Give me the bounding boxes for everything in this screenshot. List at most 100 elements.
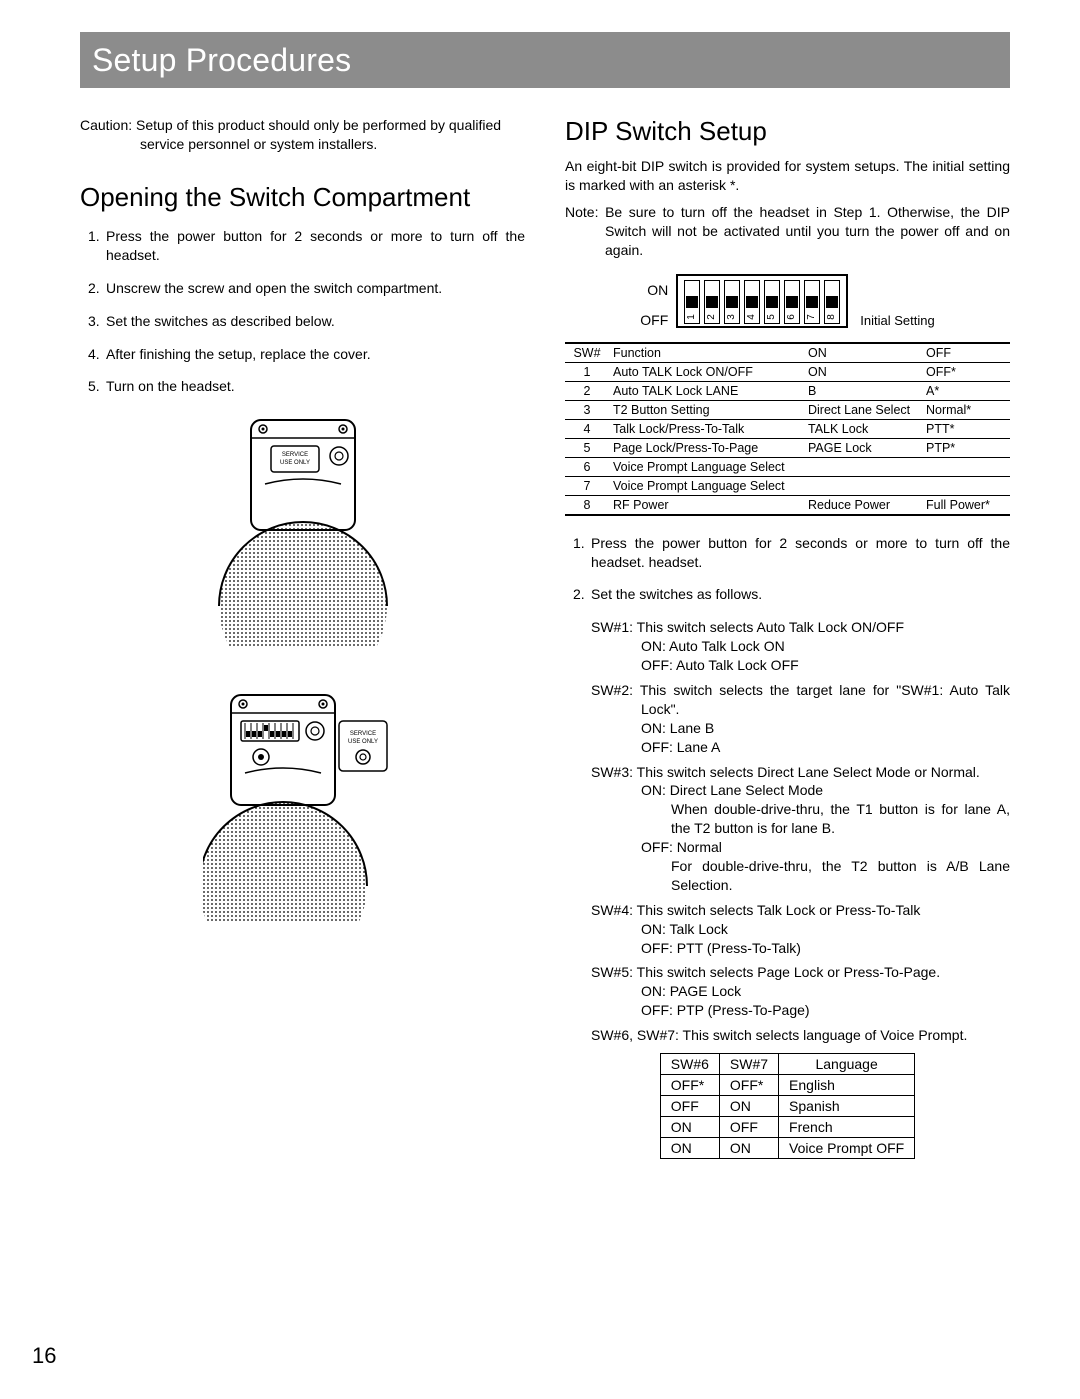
table-cell	[922, 457, 1010, 476]
step-item: After finishing the setup, replace the c…	[80, 345, 525, 364]
table-cell: RF Power	[609, 495, 804, 515]
table-cell: PTT*	[922, 419, 1010, 438]
dip-slot-1: 1	[684, 280, 700, 324]
table-row: 2Auto TALK Lock LANEBA*	[565, 381, 1010, 400]
table-header: Language	[779, 1054, 915, 1075]
svg-text:SERVICE: SERVICE	[349, 731, 375, 737]
figure-closed-compartment: SERVICE USE ONLY	[80, 416, 525, 651]
sw4-on: ON: Talk Lock	[641, 920, 1010, 939]
table-header: OFF	[922, 343, 1010, 363]
right-column: DIP Switch Setup An eight-bit DIP switch…	[565, 116, 1010, 1159]
dip-off-label: OFF	[640, 312, 668, 328]
table-cell: Voice Prompt Language Select	[609, 457, 804, 476]
sw67-head: SW#6, SW#7: This switch selects language…	[591, 1026, 1010, 1045]
table-cell: 6	[565, 457, 609, 476]
sw5-def: SW#5: This switch selects Page Lock or P…	[591, 963, 1010, 1020]
dip-slot-3: 3	[724, 280, 740, 324]
table-cell: TALK Lock	[804, 419, 922, 438]
table-cell	[922, 476, 1010, 495]
two-column-layout: Caution: Setup of this product should on…	[80, 116, 1010, 1159]
sw3-def: SW#3: This switch selects Direct Lane Se…	[591, 763, 1010, 895]
sw5-off: OFF: PTP (Press-To-Page)	[641, 1001, 1010, 1020]
table-cell: PAGE Lock	[804, 438, 922, 457]
table-cell: Talk Lock/Press-To-Talk	[609, 419, 804, 438]
table-cell: ON	[719, 1096, 778, 1117]
table-cell: English	[779, 1075, 915, 1096]
table-cell: ON	[804, 362, 922, 381]
svg-text:USE ONLY: USE ONLY	[280, 460, 310, 466]
table-cell: OFF	[660, 1096, 719, 1117]
left-column: Caution: Setup of this product should on…	[80, 116, 525, 1159]
table-row: 4Talk Lock/Press-To-TalkTALK LockPTT*	[565, 419, 1010, 438]
table-cell: Reduce Power	[804, 495, 922, 515]
sw2-def: SW#2: This switch selects the target lan…	[591, 681, 1010, 757]
note-block: Note: Be sure to turn off the headset in…	[565, 203, 1010, 260]
table-cell: 1	[565, 362, 609, 381]
svg-text:USE ONLY: USE ONLY	[348, 739, 378, 745]
dip-on-label: ON	[647, 282, 668, 298]
table-header: ON	[804, 343, 922, 363]
table-cell: Spanish	[779, 1096, 915, 1117]
dip-slot-7: 7	[804, 280, 820, 324]
table-cell: OFF*	[922, 362, 1010, 381]
page-number: 16	[32, 1343, 56, 1369]
note-label: Note:	[565, 204, 598, 220]
table-cell: A*	[922, 381, 1010, 400]
table-cell: Voice Prompt OFF	[779, 1138, 915, 1159]
heading-dip-switch: DIP Switch Setup	[565, 116, 1010, 147]
language-table: SW#6SW#7Language OFF*OFF*EnglishOFFONSpa…	[660, 1053, 915, 1159]
dip-intro: An eight-bit DIP switch is provided for …	[565, 157, 1010, 195]
table-cell: Auto TALK Lock LANE	[609, 381, 804, 400]
sw1-head: SW#1: This switch selects Auto Talk Lock…	[591, 618, 1010, 637]
table-row: ONONVoice Prompt OFF	[660, 1138, 914, 1159]
sw3-off-desc: For double-drive-thru, the T2 button is …	[671, 857, 1010, 895]
dip-slot-5: 5	[764, 280, 780, 324]
page-title: Setup Procedures	[92, 42, 351, 79]
table-cell: 4	[565, 419, 609, 438]
dip-slot-2: 2	[704, 280, 720, 324]
step-item: Turn on the headset.	[80, 377, 525, 396]
table-cell: Full Power*	[922, 495, 1010, 515]
dip-slot-8: 8	[824, 280, 840, 324]
step-item: Unscrew the screw and open the switch co…	[80, 279, 525, 298]
table-cell: ON	[719, 1138, 778, 1159]
sw2-off: OFF: Lane A	[641, 738, 1010, 757]
table-row: 6Voice Prompt Language Select	[565, 457, 1010, 476]
step-item: Press the power button for 2 seconds or …	[80, 227, 525, 265]
sw3-on-desc: When double-drive-thru, the T1 button is…	[671, 800, 1010, 838]
table-cell: ON	[660, 1138, 719, 1159]
dip-caption: Initial Setting	[860, 313, 934, 328]
sw1-off: OFF: Auto Talk Lock OFF	[641, 656, 1010, 675]
table-cell: 3	[565, 400, 609, 419]
opening-steps-list: Press the power button for 2 seconds or …	[80, 227, 525, 396]
step-item: Press the power button for 2 seconds or …	[565, 534, 1010, 572]
table-cell: Page Lock/Press-To-Page	[609, 438, 804, 457]
step-item: Set the switches as follows.	[565, 585, 1010, 604]
dip-on-off-labels: ON OFF	[640, 282, 668, 328]
sw67-def: SW#6, SW#7: This switch selects language…	[591, 1026, 1010, 1045]
sw5-on: ON: PAGE Lock	[641, 982, 1010, 1001]
table-header: SW#6	[660, 1054, 719, 1075]
table-cell: Auto TALK Lock ON/OFF	[609, 362, 804, 381]
table-cell: 2	[565, 381, 609, 400]
table-header: SW#7	[719, 1054, 778, 1075]
table-cell: T2 Button Setting	[609, 400, 804, 419]
table-cell: PTP*	[922, 438, 1010, 457]
table-cell: 7	[565, 476, 609, 495]
title-bar: Setup Procedures	[80, 32, 1010, 88]
note-text: Be sure to turn off the headset in Step …	[605, 204, 1010, 258]
table-row: 5Page Lock/Press-To-PagePAGE LockPTP*	[565, 438, 1010, 457]
table-cell: Normal*	[922, 400, 1010, 419]
table-cell: B	[804, 381, 922, 400]
table-cell: OFF*	[719, 1075, 778, 1096]
dip-slot-4: 4	[744, 280, 760, 324]
table-row: 3T2 Button SettingDirect Lane SelectNorm…	[565, 400, 1010, 419]
sw3-on: ON: Direct Lane Select Mode	[641, 781, 1010, 800]
table-header: Function	[609, 343, 804, 363]
sw3-off: OFF: Normal	[641, 838, 1010, 857]
table-row: OFF*OFF*English	[660, 1075, 914, 1096]
sw4-off: OFF: PTT (Press-To-Talk)	[641, 939, 1010, 958]
sw3-head: SW#3: This switch selects Direct Lane Se…	[591, 763, 1010, 782]
sw5-head: SW#5: This switch selects Page Lock or P…	[591, 963, 1010, 982]
table-cell: ON	[660, 1117, 719, 1138]
